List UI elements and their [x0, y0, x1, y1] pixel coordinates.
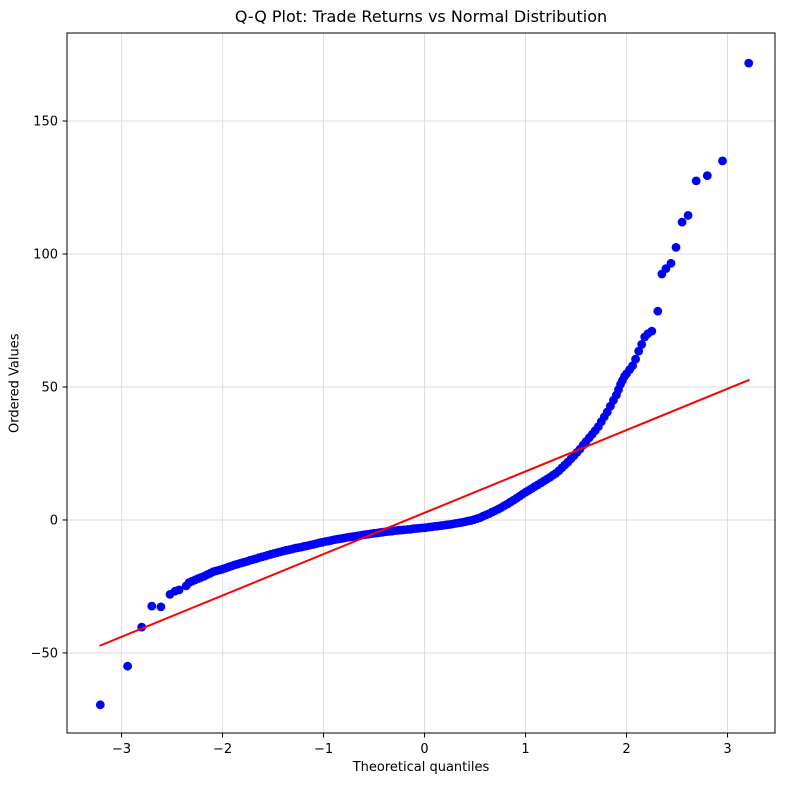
- scatter-point: [637, 340, 647, 349]
- scatter-point: [647, 326, 657, 336]
- scatter-point: [744, 58, 754, 68]
- scatter-point: [156, 602, 166, 612]
- scatter-point: [634, 346, 644, 356]
- y-tick-label: 0: [50, 513, 58, 528]
- y-tick-label: 100: [33, 248, 58, 263]
- x-tick-label: 0: [420, 742, 428, 757]
- x-tick-label: −1: [314, 742, 333, 757]
- scatter-point: [628, 361, 637, 371]
- chart-title: Q-Q Plot: Trade Returns vs Normal Distri…: [234, 7, 608, 26]
- scatter-point: [666, 258, 676, 268]
- x-tick-label: 2: [622, 742, 630, 757]
- y-tick-label: 50: [41, 380, 58, 395]
- plot-border: [66, 32, 776, 734]
- scatter-point: [174, 585, 184, 595]
- x-tick-label: 3: [723, 742, 731, 757]
- x-axis-label: Theoretical quantiles: [352, 760, 490, 775]
- y-tick-label: 150: [33, 115, 58, 130]
- scatter-point: [631, 354, 640, 364]
- y-axis-label: Ordered Values: [7, 333, 23, 433]
- scatter-point: [123, 661, 132, 671]
- scatter-point: [718, 156, 727, 166]
- scatter-point: [702, 171, 712, 181]
- x-tick-label: 1: [521, 742, 529, 757]
- x-tick-label: −3: [112, 742, 131, 757]
- fit-line: [99, 379, 750, 647]
- scatter-point: [683, 211, 693, 220]
- scatter-point: [653, 306, 663, 316]
- scatter-point: [147, 601, 157, 611]
- scatter-point: [95, 700, 105, 710]
- y-tick-label: −50: [31, 646, 58, 661]
- x-tick-label: −2: [213, 742, 232, 757]
- scatter-point: [677, 217, 687, 227]
- scatter-point: [691, 176, 701, 186]
- scatter-point: [671, 243, 681, 252]
